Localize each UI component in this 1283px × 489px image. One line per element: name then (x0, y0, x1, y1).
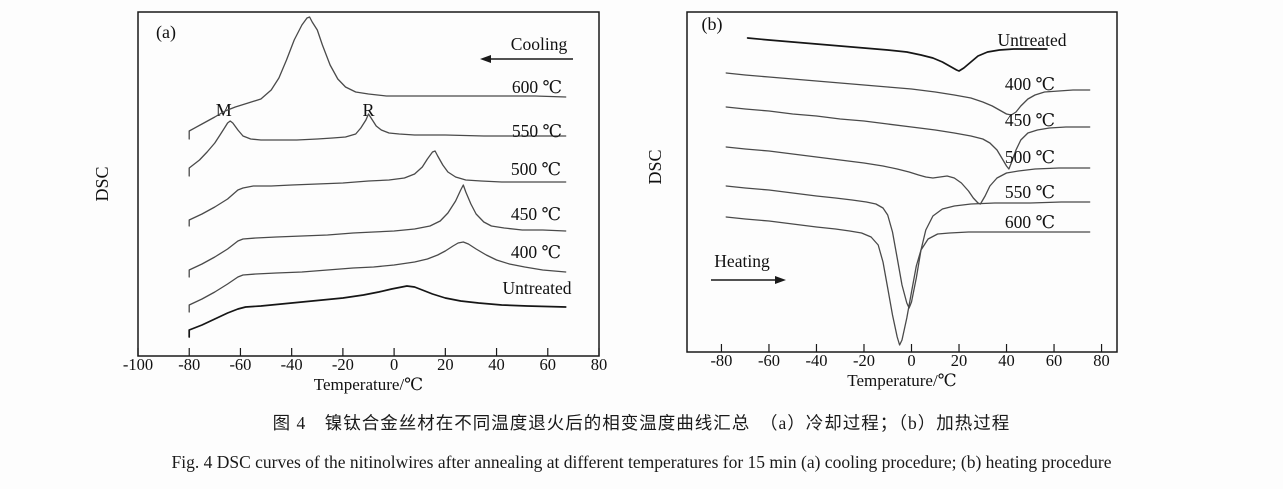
peak-annotation-m: M (216, 100, 232, 120)
curve-label-a-400: 400 ℃ (511, 242, 561, 262)
curve-label-b-400: 400 ℃ (1005, 74, 1055, 94)
dsc-curve-a-untreated (188, 285, 567, 338)
dsc-curve-b-450 (725, 106, 1091, 170)
curve-label-a-550: 550 ℃ (512, 121, 562, 141)
x-tick-label-b: 60 (1046, 351, 1063, 370)
curve-label-a-500: 500 ℃ (511, 159, 561, 179)
dsc-curve-b-550 (725, 185, 1091, 309)
direction-arrowhead-a (480, 55, 491, 63)
x-tick-label-a: -40 (281, 355, 303, 374)
y-axis-title-b: DSC (645, 149, 665, 184)
x-tick-label-b: -60 (758, 351, 780, 370)
dsc-curve-b-400 (725, 72, 1091, 116)
dsc-curve-b-500 (725, 146, 1091, 205)
curve-label-b-500: 500 ℃ (1005, 147, 1055, 167)
x-tick-label-b: -40 (805, 351, 827, 370)
x-tick-label-b: 20 (951, 351, 968, 370)
caption-chinese: 图 4 镍钛合金丝材在不同温度退火后的相变温度曲线汇总 （a）冷却过程；（b）加… (272, 413, 1011, 433)
dsc-curve-b-600 (725, 216, 1091, 346)
curve-label-b-untreated: Untreated (998, 30, 1067, 50)
curve-label-b-550: 550 ℃ (1005, 182, 1055, 202)
x-tick-label-a: -60 (229, 355, 251, 374)
x-tick-label-a: 40 (488, 355, 505, 374)
direction-label-a: Cooling (511, 34, 568, 54)
dsc-curve-a-400 (188, 241, 567, 313)
x-tick-label-a: -100 (123, 355, 153, 374)
dsc-curve-a-500 (188, 150, 567, 227)
x-tick-label-a: 20 (437, 355, 454, 374)
x-tick-label-b: 80 (1093, 351, 1110, 370)
dsc-curve-a-600 (188, 16, 567, 140)
curve-label-a-untreated: Untreated (503, 278, 572, 298)
x-tick-label-b: -80 (710, 351, 732, 370)
curve-label-a-600: 600 ℃ (512, 77, 562, 97)
dsc-curve-b-untreated (746, 37, 1048, 72)
x-tick-label-b: 0 (907, 351, 915, 370)
panel-label-b: (b) (702, 14, 723, 35)
curve-label-b-600: 600 ℃ (1005, 212, 1055, 232)
curve-label-b-450: 450 ℃ (1005, 110, 1055, 130)
x-tick-label-a: -20 (332, 355, 354, 374)
y-axis-title-a: DSC (92, 166, 112, 201)
plot-frame-a (137, 11, 600, 357)
x-axis-title-b: Temperature/℃ (847, 371, 956, 390)
x-tick-label-b: -20 (853, 351, 875, 370)
x-tick-label-a: -80 (178, 355, 200, 374)
direction-arrowhead-b (775, 276, 786, 284)
x-tick-label-a: 60 (540, 355, 557, 374)
panel-label-a: (a) (156, 22, 176, 43)
caption-english: Fig. 4 DSC curves of the nitinolwires af… (171, 452, 1112, 472)
x-tick-label-a: 80 (591, 355, 608, 374)
x-tick-label-a: 0 (390, 355, 398, 374)
direction-label-b: Heating (714, 251, 770, 271)
dsc-curve-a-550 (188, 113, 567, 177)
x-tick-label-b: 40 (998, 351, 1015, 370)
peak-annotation-r: R (362, 100, 374, 120)
x-axis-title-a: Temperature/℃ (314, 375, 423, 394)
dsc-curve-a-450 (188, 184, 567, 278)
curve-label-a-450: 450 ℃ (511, 204, 561, 224)
plot-frame-b (686, 11, 1118, 353)
